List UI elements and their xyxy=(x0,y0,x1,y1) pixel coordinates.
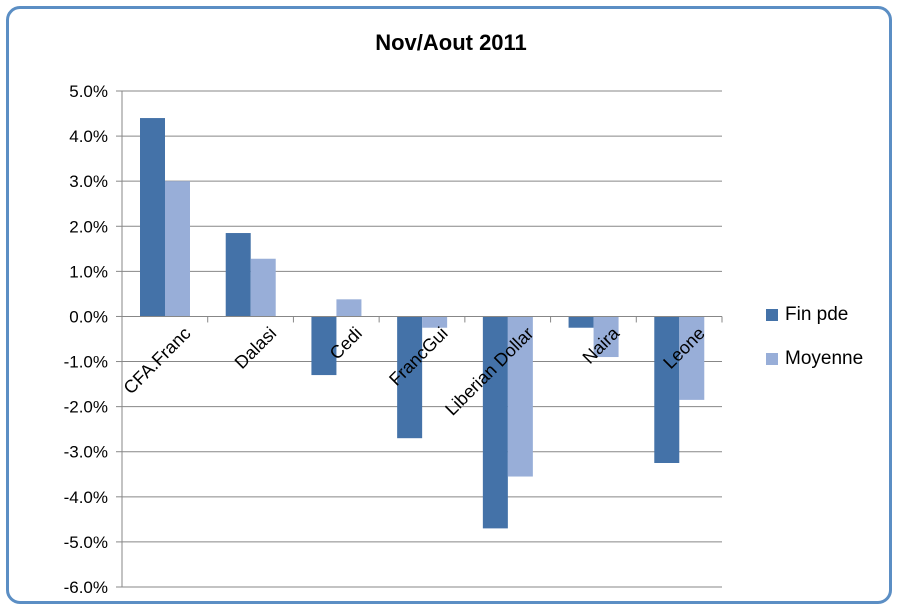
chart-title: Nov/Aout 2011 xyxy=(375,30,527,55)
bar xyxy=(654,316,680,463)
bar xyxy=(311,316,337,376)
y-tick-label: -2.0% xyxy=(64,398,108,417)
legend-swatch xyxy=(766,353,778,365)
bar xyxy=(482,316,508,529)
y-tick-label: 4.0% xyxy=(69,127,108,146)
legend-label: Moyenne xyxy=(785,348,863,369)
y-tick-label: 1.0% xyxy=(69,262,108,281)
y-tick-label: -1.0% xyxy=(64,353,108,372)
y-tick-label: 0.0% xyxy=(69,307,108,326)
bar xyxy=(140,118,165,317)
y-tick-label: -3.0% xyxy=(64,443,108,462)
bar xyxy=(225,233,251,317)
bar xyxy=(568,316,594,328)
legend-swatch xyxy=(766,309,778,321)
bar xyxy=(397,316,423,439)
y-tick-label: -5.0% xyxy=(64,533,108,552)
y-tick-label: 3.0% xyxy=(69,172,108,191)
y-tick-label: -4.0% xyxy=(64,488,108,507)
bar xyxy=(165,181,190,317)
category-label: CFA.Franc xyxy=(120,323,195,398)
bar xyxy=(593,316,619,358)
bar xyxy=(336,299,362,317)
y-tick-label: 5.0% xyxy=(69,82,108,101)
legend-label: Fin pde xyxy=(785,304,848,325)
bar xyxy=(422,316,448,328)
y-tick-label: -6.0% xyxy=(64,578,108,597)
bar xyxy=(679,316,705,400)
bar xyxy=(507,316,533,477)
category-label: Dalasi xyxy=(231,323,281,373)
y-tick-label: 2.0% xyxy=(69,217,108,236)
bar xyxy=(250,258,276,317)
